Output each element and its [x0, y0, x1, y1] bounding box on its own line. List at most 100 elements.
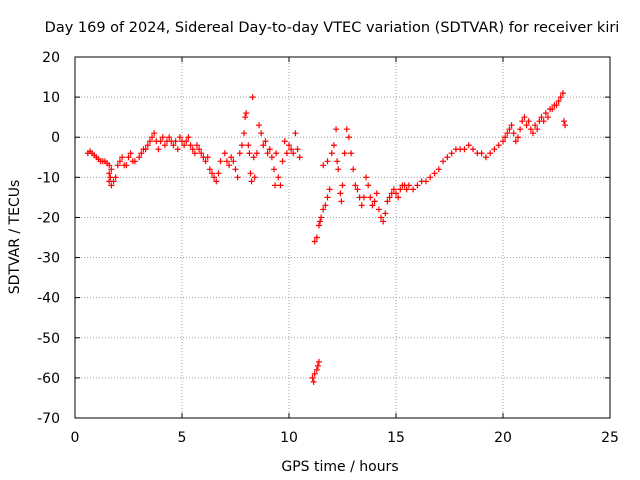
data-point [553, 102, 560, 109]
data-point [290, 150, 297, 157]
data-point [534, 126, 541, 133]
data-point [189, 146, 196, 153]
data-point [380, 218, 387, 225]
data-point [487, 150, 494, 157]
data-point [560, 118, 567, 125]
data-point [155, 146, 162, 153]
data-point [208, 170, 215, 177]
data-point [232, 166, 239, 173]
data-point [345, 134, 352, 141]
y-tick-label: -40 [37, 291, 60, 307]
data-point [217, 158, 224, 165]
data-point [138, 150, 145, 157]
data-point [196, 146, 203, 153]
data-point [519, 118, 526, 125]
grid-lines [75, 57, 610, 418]
data-point [241, 130, 248, 137]
data-point [125, 154, 132, 161]
data-point [322, 202, 329, 209]
data-point [414, 182, 421, 189]
data-point [393, 190, 399, 197]
data-point [106, 170, 113, 177]
x-tick-label: 20 [494, 430, 512, 446]
data-point [363, 174, 370, 181]
data-point [204, 154, 211, 161]
data-point [187, 142, 194, 149]
data-point [335, 166, 342, 173]
data-point [238, 142, 245, 149]
data-point [395, 194, 402, 201]
data-point [369, 202, 376, 209]
data-point [260, 142, 267, 149]
y-tick-label: -50 [37, 331, 60, 347]
data-point [367, 194, 374, 201]
data-point [384, 198, 391, 205]
data-point [320, 206, 327, 213]
data-point [318, 214, 325, 221]
data-point [333, 126, 340, 133]
data-point [542, 110, 549, 117]
data-point [114, 162, 121, 169]
data-point [123, 162, 130, 169]
data-point [116, 158, 123, 165]
data-point [405, 182, 412, 189]
data-point [341, 150, 348, 157]
data-point [243, 110, 250, 117]
data-point [247, 170, 254, 177]
data-point [360, 194, 367, 201]
data-point [491, 146, 498, 153]
data-point [248, 178, 255, 185]
data-point [253, 150, 260, 157]
data-point [215, 170, 222, 177]
data-point [315, 358, 322, 365]
data-point [268, 154, 275, 161]
data-point [470, 146, 477, 153]
data-point [435, 166, 442, 173]
data-point [328, 150, 335, 157]
data-point [183, 138, 190, 145]
data-point [544, 114, 551, 121]
x-axis-label: GPS time / hours [281, 459, 398, 475]
data-point [213, 178, 220, 185]
x-tick-label: 15 [387, 430, 405, 446]
data-point [350, 166, 357, 173]
data-point [427, 174, 434, 181]
data-point [397, 186, 404, 193]
data-point [334, 158, 341, 165]
data-point [313, 366, 320, 373]
data-point [264, 150, 271, 157]
data-point [540, 118, 547, 125]
data-point [262, 138, 269, 145]
data-point [403, 186, 410, 193]
data-point [159, 134, 166, 141]
data-point [352, 182, 359, 189]
data-point [311, 238, 318, 245]
data-point [279, 158, 286, 165]
data-point [266, 146, 273, 153]
data-point [296, 154, 303, 161]
data-point [110, 178, 117, 185]
plot-area-frame [74, 56, 611, 419]
data-point [172, 138, 179, 145]
x-tick-label: 5 [178, 430, 187, 446]
data-point [249, 94, 256, 101]
data-point [410, 186, 417, 193]
data-point [314, 362, 321, 369]
data-point [431, 170, 438, 177]
data-point [193, 142, 200, 149]
data-point [223, 158, 230, 165]
data-point [354, 186, 361, 193]
data-point [108, 166, 115, 173]
chart-title: Day 169 of 2024, Sidereal Day-to-day VTE… [45, 20, 620, 36]
data-point [157, 138, 164, 145]
data-point [185, 134, 192, 141]
data-point [320, 162, 327, 169]
data-point [206, 166, 213, 173]
y-tick-label: 0 [51, 130, 60, 146]
data-point [512, 138, 519, 145]
x-tick-label: 25 [601, 430, 619, 446]
data-point [343, 126, 350, 133]
data-point [275, 174, 282, 181]
